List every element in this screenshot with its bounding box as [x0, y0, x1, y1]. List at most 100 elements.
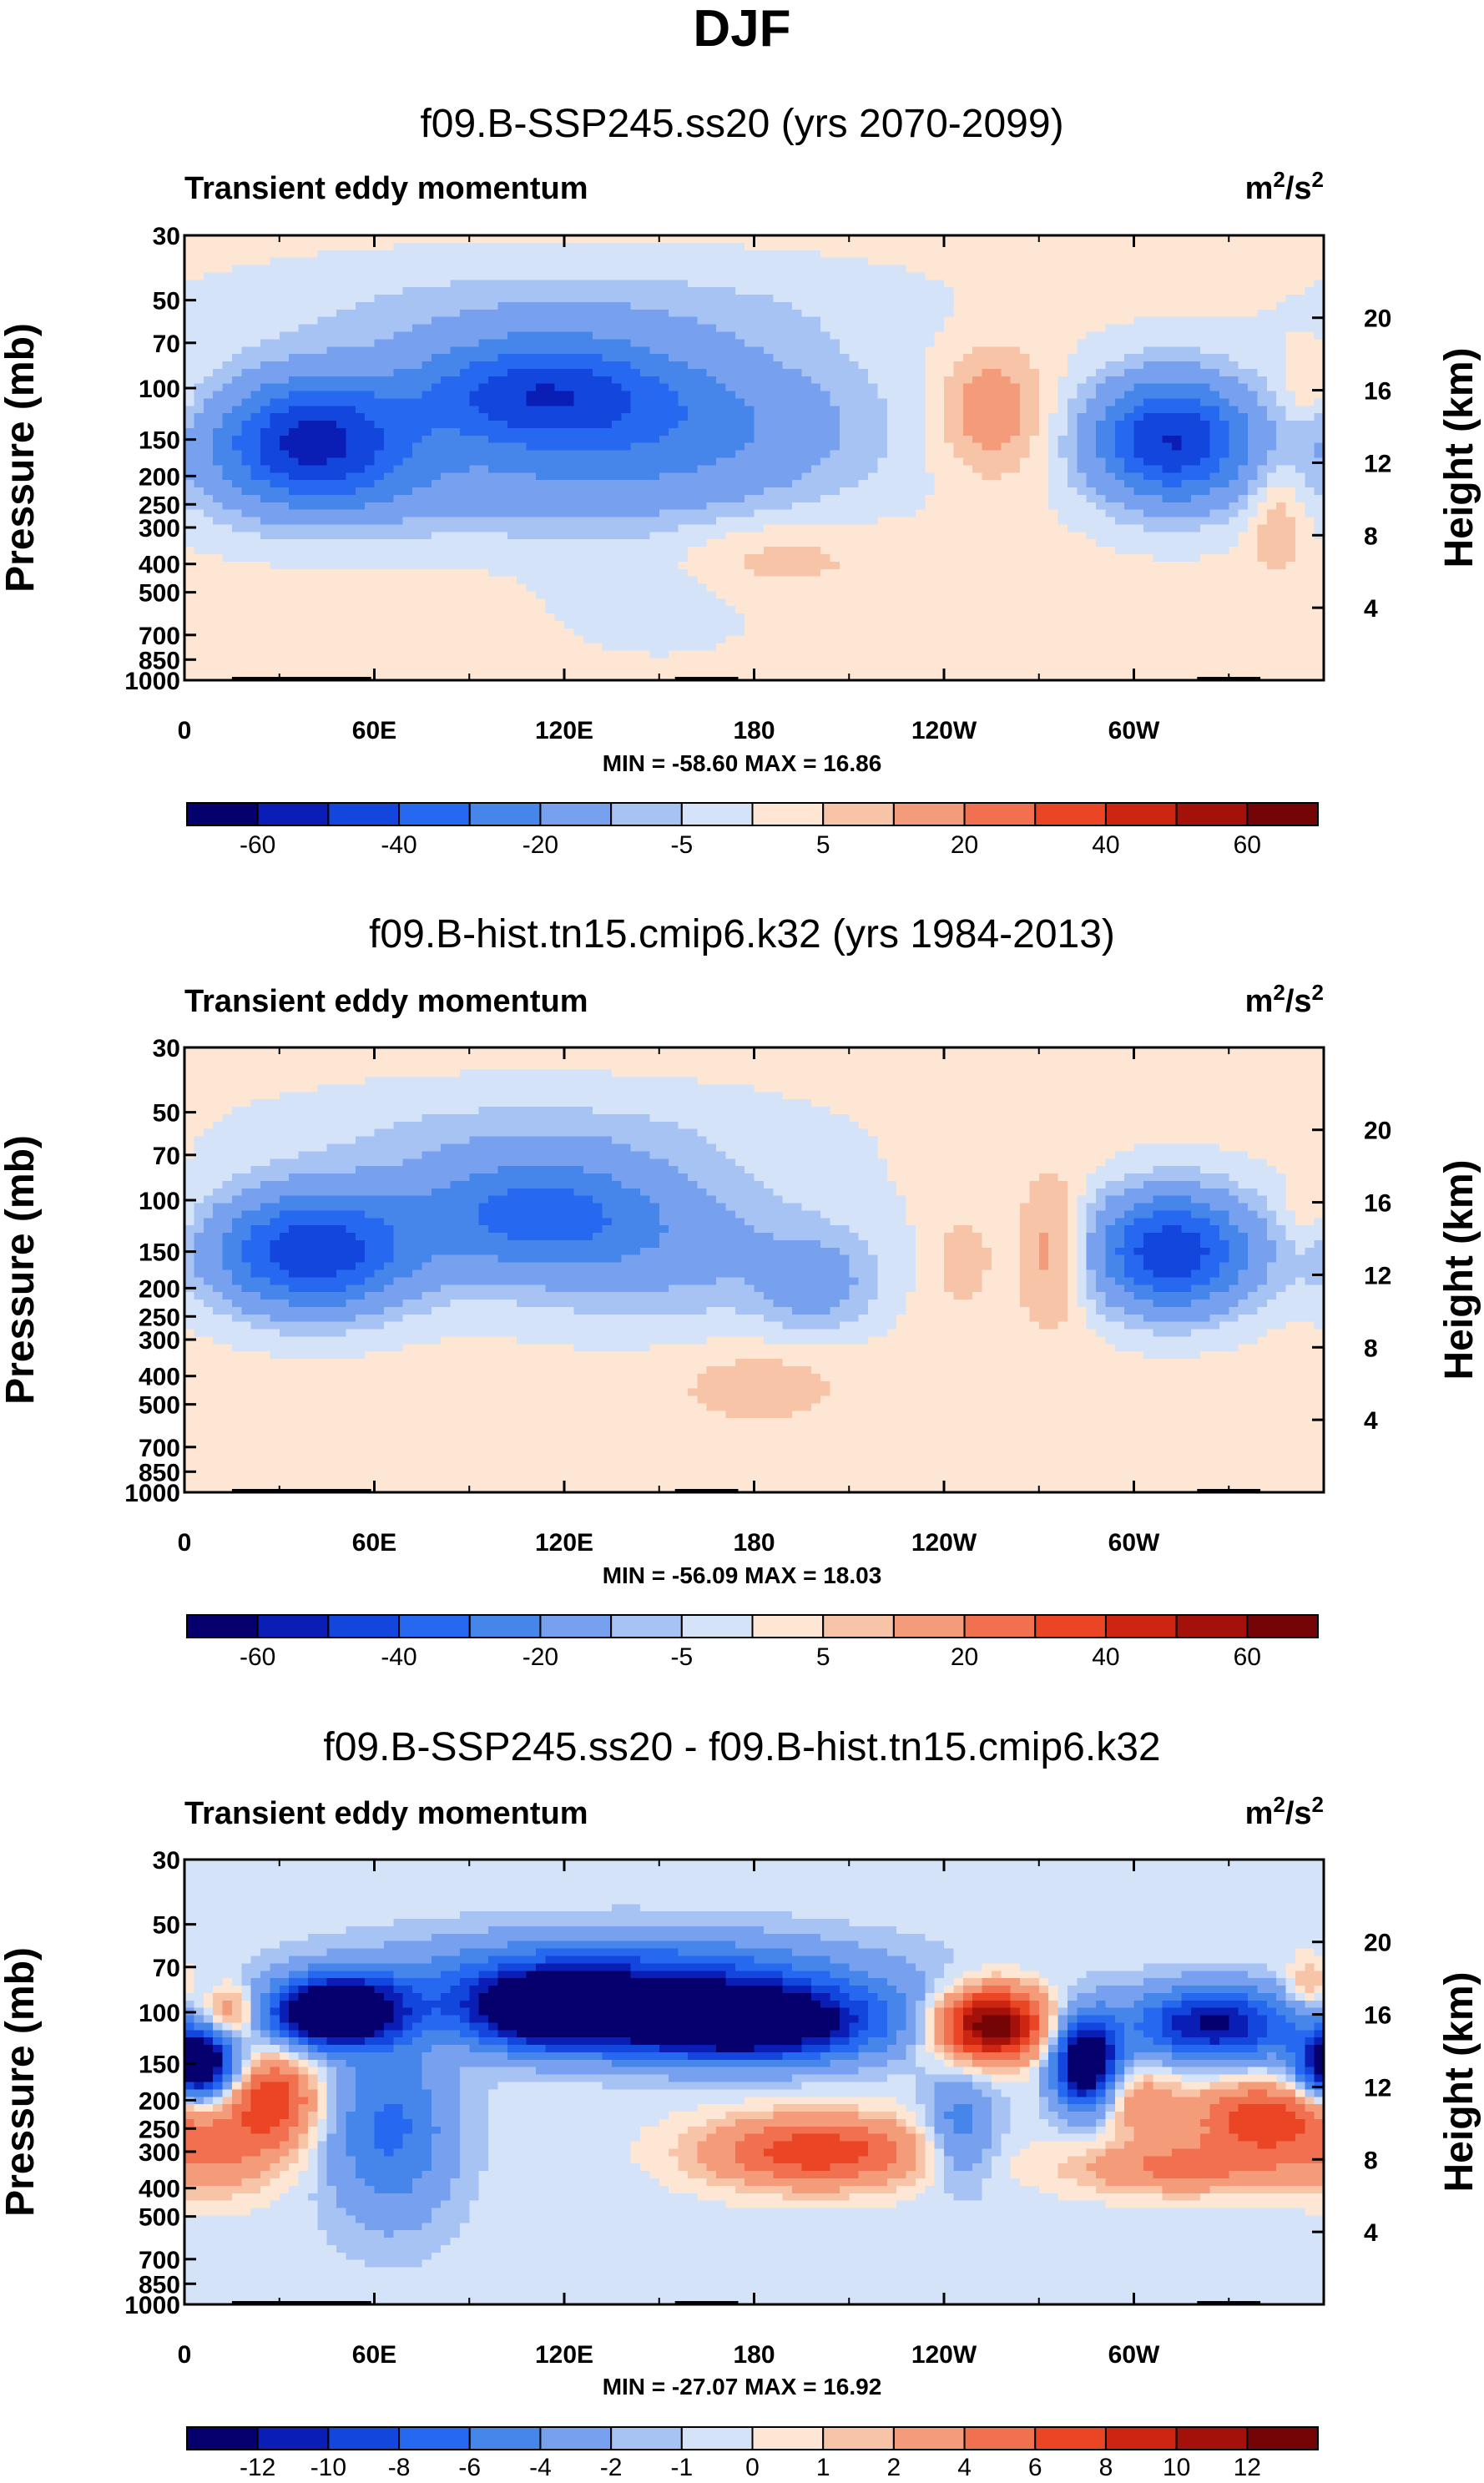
field-cell [745, 442, 755, 452]
field-cell [754, 376, 765, 385]
field-cell [953, 398, 964, 406]
field-cell [298, 413, 309, 421]
field-cell [1172, 442, 1182, 452]
field-cell [593, 324, 603, 333]
field-cell [820, 368, 831, 377]
field-cell [1229, 457, 1239, 466]
field-cell [839, 421, 850, 429]
field-cell [972, 465, 983, 473]
field-cell [1048, 450, 1059, 459]
field-cell [1114, 398, 1125, 406]
field-cell [725, 301, 736, 310]
field-cell [497, 435, 508, 444]
field-cell [991, 368, 1002, 377]
field-cell [953, 235, 964, 244]
field-cell [1001, 339, 1012, 347]
field-cell [336, 539, 346, 548]
field-cell [659, 257, 669, 266]
field-cell [1096, 391, 1106, 400]
field-cell [1219, 250, 1229, 259]
field-cell [906, 316, 916, 326]
field-cell [1096, 295, 1106, 303]
field-cell [621, 346, 632, 355]
field-cell [706, 524, 717, 532]
field-cell [697, 331, 708, 340]
field-cell [431, 391, 442, 400]
field-cell [697, 502, 708, 511]
field-cell [317, 539, 328, 548]
field-cell [678, 539, 689, 548]
field-cell [1067, 450, 1078, 459]
field-cell [383, 450, 394, 459]
field-cell [393, 280, 404, 288]
field-cell [355, 242, 366, 251]
field-cell [374, 524, 385, 532]
field-cell [1295, 265, 1305, 274]
field-cell [355, 509, 366, 518]
field-cell [1153, 427, 1163, 437]
field-cell [1257, 487, 1268, 496]
field-cell [1010, 346, 1021, 355]
field-cell [289, 280, 300, 288]
field-cell [1257, 406, 1268, 414]
field-cell [346, 442, 356, 452]
field-cell [1020, 280, 1030, 288]
field-cell [450, 509, 461, 518]
field-cell [801, 331, 812, 340]
field-cell [517, 331, 527, 340]
field-cell [1209, 480, 1220, 488]
field-cell [1314, 435, 1325, 444]
field-cell [1162, 509, 1173, 518]
field-cell [573, 435, 584, 444]
field-cell [934, 517, 945, 526]
field-cell [886, 309, 897, 318]
field-cell [1181, 368, 1192, 377]
field-cell [289, 465, 300, 473]
field-cell [1285, 487, 1296, 496]
field-cell [184, 421, 194, 429]
field-cell [896, 265, 907, 274]
field-cell [934, 480, 945, 488]
field-cell [1257, 331, 1268, 340]
field-cell [877, 324, 888, 333]
field-cell [355, 376, 366, 385]
field-cell [1096, 494, 1106, 503]
field-cell [669, 450, 679, 459]
field-cell [469, 235, 480, 244]
field-cell [355, 487, 366, 496]
field-cell [877, 309, 888, 318]
field-cell [991, 235, 1002, 244]
field-cell [915, 295, 926, 303]
field-cell [554, 368, 565, 377]
field-cell [697, 287, 708, 295]
field-cell [1181, 272, 1192, 280]
field-cell [792, 457, 802, 466]
field-cell [1209, 427, 1220, 437]
field-cell [497, 339, 508, 347]
field-cell [593, 361, 603, 370]
field-cell [1238, 502, 1249, 511]
field-cell [659, 472, 669, 481]
field-cell [1162, 324, 1173, 333]
field-cell [640, 421, 650, 429]
field-cell [497, 265, 508, 274]
field-cell [706, 465, 717, 473]
field-cell [431, 524, 442, 532]
field-cell [1229, 280, 1239, 288]
field-cell [1248, 257, 1258, 266]
field-cell [1029, 331, 1040, 340]
field-cell [1038, 398, 1049, 406]
field-cell [1257, 354, 1268, 362]
field-cell [383, 242, 394, 251]
field-cell [678, 517, 689, 526]
field-cell [706, 265, 717, 274]
field-cell [602, 301, 613, 310]
field-cell [402, 435, 413, 444]
field-cell [497, 280, 508, 288]
field-cell [402, 301, 413, 310]
field-cell [745, 265, 755, 274]
field-cell [450, 442, 461, 452]
field-cell [365, 442, 376, 452]
field-cell [944, 465, 954, 473]
field-cell [279, 324, 290, 333]
